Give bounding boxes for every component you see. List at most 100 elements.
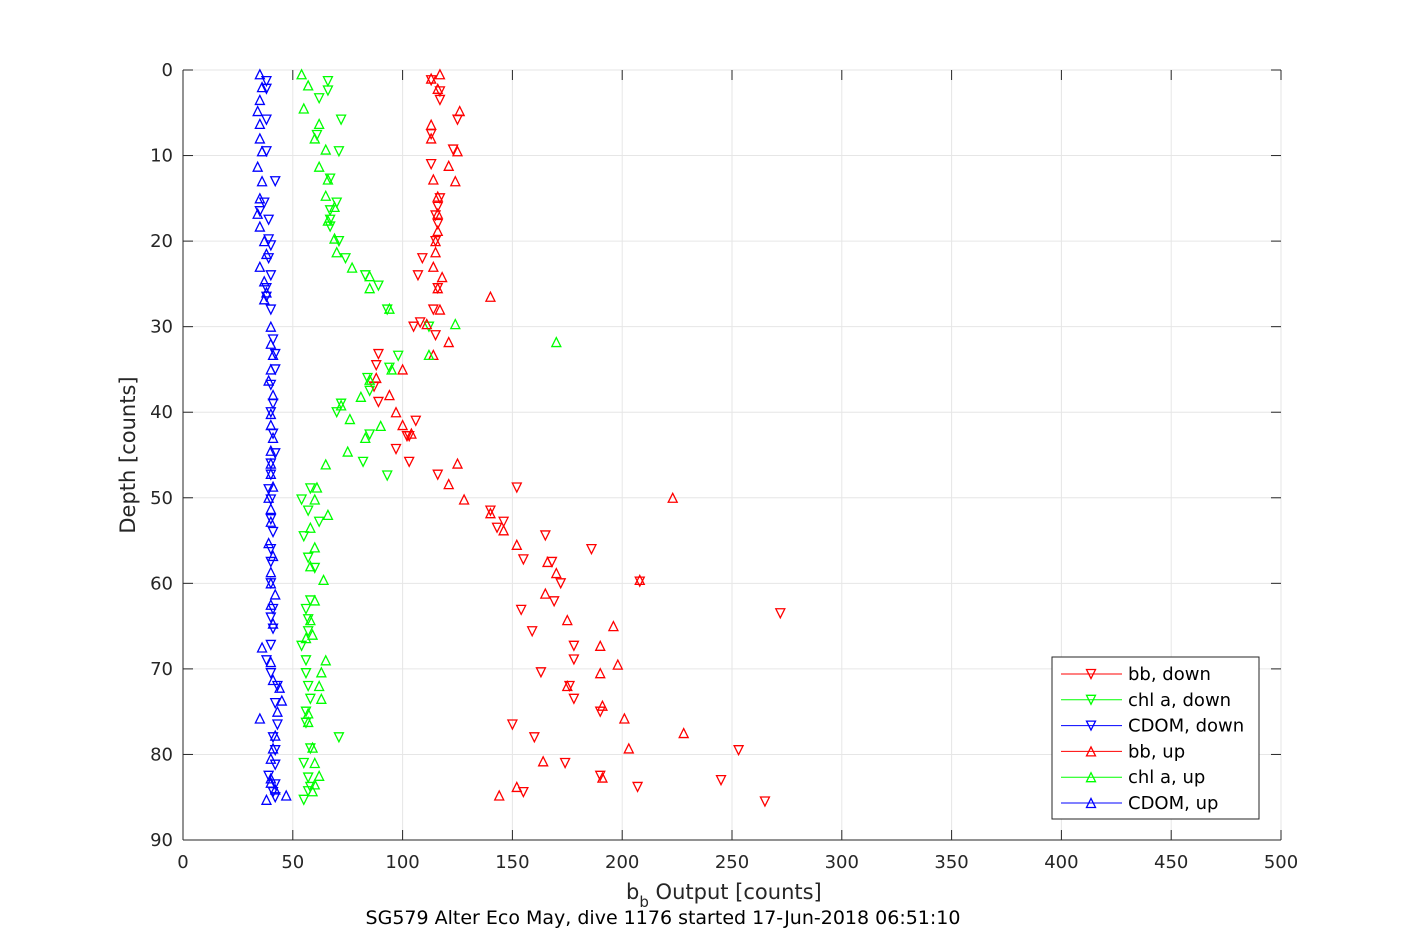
data-point bbox=[425, 132, 437, 144]
data-point bbox=[355, 390, 367, 402]
data-point bbox=[432, 82, 444, 94]
data-point bbox=[322, 75, 334, 88]
data-point bbox=[298, 102, 310, 114]
data-point bbox=[410, 415, 422, 427]
data-point bbox=[425, 118, 437, 130]
data-point bbox=[265, 407, 277, 419]
data-point bbox=[607, 620, 619, 632]
data-point bbox=[252, 105, 264, 117]
data-point bbox=[493, 789, 505, 801]
data-point bbox=[432, 190, 444, 202]
data-point bbox=[254, 220, 266, 232]
data-point bbox=[298, 794, 310, 806]
data-point bbox=[451, 145, 464, 157]
data-point bbox=[370, 372, 382, 384]
legend-marker bbox=[1085, 745, 1097, 757]
data-point bbox=[265, 320, 277, 332]
data-point bbox=[443, 336, 455, 348]
data-point bbox=[432, 218, 444, 230]
data-point bbox=[364, 282, 376, 294]
data-point bbox=[271, 705, 283, 717]
data-point bbox=[317, 573, 330, 586]
data-point bbox=[511, 538, 523, 550]
data-point bbox=[383, 389, 395, 401]
data-point bbox=[267, 674, 279, 686]
data-point bbox=[265, 467, 277, 479]
data-point bbox=[304, 483, 316, 495]
data-point bbox=[265, 776, 277, 788]
data-point bbox=[498, 524, 510, 536]
data-point bbox=[267, 732, 279, 744]
data-point bbox=[313, 769, 325, 781]
data-point bbox=[300, 655, 312, 667]
data-point bbox=[315, 692, 327, 704]
data-point bbox=[333, 146, 345, 158]
data-point bbox=[263, 214, 275, 226]
x-tick-label: 400 bbox=[1044, 852, 1078, 873]
data-point bbox=[346, 261, 358, 273]
series-bb-down bbox=[368, 75, 786, 808]
data-point bbox=[324, 173, 336, 185]
data-point bbox=[265, 598, 277, 610]
legend-entry: chl a, down bbox=[1061, 690, 1231, 711]
legend-box bbox=[1051, 656, 1260, 820]
data-point bbox=[324, 221, 336, 233]
data-point bbox=[568, 654, 580, 666]
data-point bbox=[263, 491, 275, 503]
data-point bbox=[265, 668, 277, 680]
data-point bbox=[432, 201, 444, 213]
data-point bbox=[759, 796, 771, 808]
data-point bbox=[265, 270, 277, 282]
data-point bbox=[320, 654, 332, 666]
data-point bbox=[267, 617, 279, 629]
data-point bbox=[594, 770, 606, 782]
data-point bbox=[561, 680, 573, 692]
legend-entry: chl a, up bbox=[1061, 767, 1205, 788]
data-point bbox=[256, 175, 268, 187]
data-point bbox=[298, 757, 310, 769]
data-point bbox=[260, 83, 272, 95]
data-point bbox=[252, 207, 264, 219]
data-point bbox=[269, 729, 281, 741]
data-point bbox=[322, 173, 334, 185]
data-point bbox=[276, 694, 288, 706]
data-point bbox=[311, 481, 323, 493]
data-point bbox=[364, 373, 376, 385]
x-tick-label: 450 bbox=[1154, 852, 1188, 873]
data-point bbox=[528, 732, 540, 744]
x-tick-label: 100 bbox=[385, 852, 419, 873]
data-point bbox=[429, 246, 442, 258]
data-point bbox=[386, 363, 398, 375]
data-point bbox=[364, 429, 376, 441]
data-point bbox=[491, 522, 503, 534]
y-tick-label: 30 bbox=[150, 317, 173, 338]
data-point bbox=[269, 779, 281, 791]
data-point bbox=[568, 640, 580, 652]
data-point bbox=[307, 741, 319, 753]
data-point bbox=[484, 505, 496, 517]
data-point bbox=[372, 396, 384, 408]
data-point bbox=[361, 372, 374, 384]
data-point bbox=[427, 304, 439, 316]
data-point bbox=[267, 431, 279, 444]
data-point bbox=[364, 270, 376, 282]
y-axis: 0 10 20 30 40 50 60 70 80 90 bbox=[150, 60, 1281, 851]
legend-label: bb, up bbox=[1128, 741, 1185, 762]
data-point bbox=[335, 399, 347, 411]
data-point bbox=[436, 271, 448, 283]
series-cdom-up bbox=[252, 68, 292, 805]
data-point bbox=[416, 253, 428, 265]
data-point bbox=[309, 132, 321, 144]
y-tick-label: 10 bbox=[150, 146, 173, 167]
data-point bbox=[267, 742, 279, 754]
legend-marker bbox=[1085, 797, 1097, 809]
data-point bbox=[265, 494, 277, 506]
data-point bbox=[449, 318, 461, 330]
data-point bbox=[324, 205, 336, 217]
data-point bbox=[383, 302, 395, 314]
legend-entry: CDOM, down bbox=[1061, 716, 1244, 737]
data-point bbox=[254, 68, 266, 80]
data-point bbox=[269, 745, 281, 757]
data-point bbox=[333, 235, 345, 248]
data-point bbox=[265, 514, 277, 526]
